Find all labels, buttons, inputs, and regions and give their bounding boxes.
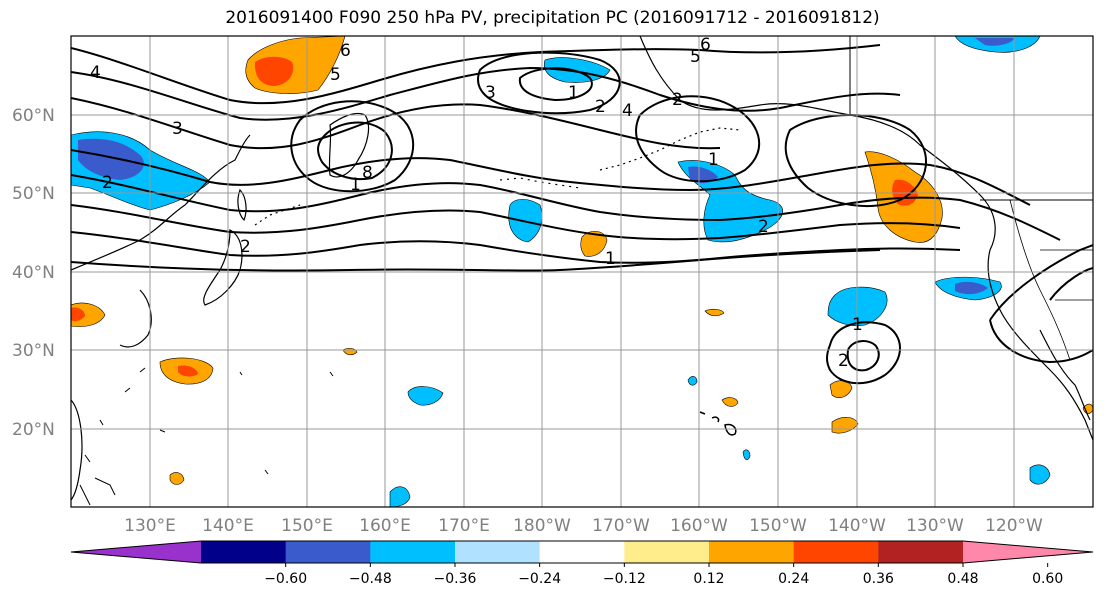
colorbar-tick-label: −0.12 [603,571,646,587]
colorbar-segment [624,541,710,563]
contour-label: 2 [595,97,606,117]
map-title: 2016091400 F090 250 hPa PV, precipitatio… [225,8,880,28]
contour-label: 3 [172,119,183,139]
colorbar-tick-label: 0.48 [947,571,978,587]
colorbar-segment [455,541,541,563]
colorbar-segment [793,541,879,563]
contour-label: 5 [330,65,341,85]
contour-label: 1 [350,175,361,195]
colorbar-tick-label: −0.24 [518,571,561,587]
colorbar-segment [709,541,795,563]
lon-label: 170°E [438,516,490,536]
lon-label: 180°W [513,516,571,536]
colorbar-tick-label: −0.48 [349,571,392,587]
colorbar-tick-label: 0.36 [863,571,894,587]
lon-label: 150°W [749,516,807,536]
longitude-labels: 130°E 140°E 150°E 160°E 170°E 180°W 170°… [124,516,1043,536]
colorbar-tick-label: −0.60 [264,571,307,587]
graticule [71,36,1093,507]
colorbar-tick-label: 0.60 [1032,571,1063,587]
latitude-labels: 60°N 50°N 40°N 30°N 20°N [12,106,55,440]
contour-label: 2 [102,173,113,193]
pv-contours [71,44,1093,385]
contour-label: 6 [700,35,711,55]
lon-label: 130°E [124,516,176,536]
map-frame [70,35,1094,508]
lon-label: 120°W [985,516,1043,536]
colorbar-segment [201,541,287,563]
colorbar-tick-label: 0.24 [778,571,809,587]
lon-label: 140°W [828,516,886,536]
contour-label: 8 [362,163,373,183]
contour-label: 2 [672,90,683,110]
contour-label: 2 [838,351,849,371]
contour-label: 1 [852,315,863,335]
lon-label: 160°E [359,516,411,536]
lat-label: 50°N [12,184,55,204]
colorbar-extend-low [71,541,201,563]
contour-label: 1 [708,150,719,170]
colorbar-tick-label: −0.36 [434,571,477,587]
contour-label: 1 [568,83,579,103]
lon-label: 140°E [202,516,254,536]
lon-label: 150°E [281,516,333,536]
contour-label: 5 [690,47,701,67]
contour-labels: 6 5 4 3 2 1 8 2 4 2 1 3 1 2 5 6 2 1 2 1 [90,35,863,371]
contour-label: 4 [90,63,101,83]
colorbar-segment [370,541,456,563]
coastlines [71,36,1093,506]
contour-label: 6 [340,41,351,61]
colorbar-segment [878,541,964,563]
contour-label: 2 [240,237,251,257]
colorbar-tick-label: 0.12 [693,571,724,587]
colorbar-extend-high [963,541,1093,563]
colorbar-segment [539,541,625,563]
colorbar-segment [285,541,371,563]
contour-label: 4 [622,101,633,121]
colorbar: −0.60 −0.48 −0.36 −0.24 −0.12 0.12 0.24 0.36 0.4… [70,540,1094,587]
precip-shading [71,36,1093,507]
contour-label: 2 [758,217,769,237]
colorbar-outline [70,540,1094,564]
lat-label: 60°N [12,106,55,126]
lon-label: 160°W [670,516,728,536]
lon-label: 170°W [592,516,650,536]
lat-label: 20°N [12,420,55,440]
contour-label: 3 [485,83,496,103]
lat-label: 30°N [12,341,55,361]
lat-label: 40°N [12,263,55,283]
contour-label: 1 [605,249,616,269]
lon-label: 130°W [906,516,964,536]
